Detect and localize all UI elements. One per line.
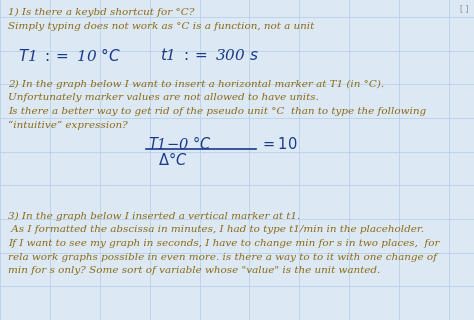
- Text: Is there a better way to get rid of the pseudo unit °C  than to type the followi: Is there a better way to get rid of the …: [8, 107, 426, 116]
- Text: [ ]: [ ]: [460, 4, 468, 13]
- Text: 2) In the graph below I want to insert a horizontal marker at T1 (in °C).: 2) In the graph below I want to insert a…: [8, 80, 384, 89]
- Text: If I want to see my graph in seconds, I have to change min for s in two places, : If I want to see my graph in seconds, I …: [8, 239, 439, 248]
- Text: Simply typing does not work as °C is a function, not a unit: Simply typing does not work as °C is a f…: [8, 22, 314, 31]
- Text: rela work graphs possible in even more. is there a way to to it with one change : rela work graphs possible in even more. …: [8, 252, 437, 261]
- Text: 1) Is there a keybd shortcut for °C?: 1) Is there a keybd shortcut for °C?: [8, 8, 194, 17]
- Text: $= 10$: $= 10$: [260, 136, 298, 152]
- Text: min for s only? Some sort of variable whose "value" is the unit wanted.: min for s only? Some sort of variable wh…: [8, 266, 380, 275]
- Text: 3) In the graph below I inserted a vertical marker at t1.: 3) In the graph below I inserted a verti…: [8, 212, 300, 221]
- Text: $\mathit{t}$1 $:=$ 300 $\mathit{s}$: $\mathit{t}$1 $:=$ 300 $\mathit{s}$: [160, 47, 259, 63]
- Text: Unfortunately marker values are not allowed to have units.: Unfortunately marker values are not allo…: [8, 93, 319, 102]
- Text: $\mathit{T}$1$-$0 $\mathit{°C}$: $\mathit{T}$1$-$0 $\mathit{°C}$: [148, 135, 212, 152]
- Text: $\Delta\mathit{°C}$: $\Delta\mathit{°C}$: [158, 151, 188, 168]
- Text: As I formatted the abscissa in minutes, I had to type t1/min in the placeholder.: As I formatted the abscissa in minutes, …: [8, 226, 424, 235]
- Text: “intuitive” expression?: “intuitive” expression?: [8, 121, 128, 130]
- Text: $\mathit{T}$1 $:=$ 10 $\mathit{°C}$: $\mathit{T}$1 $:=$ 10 $\mathit{°C}$: [18, 47, 121, 64]
